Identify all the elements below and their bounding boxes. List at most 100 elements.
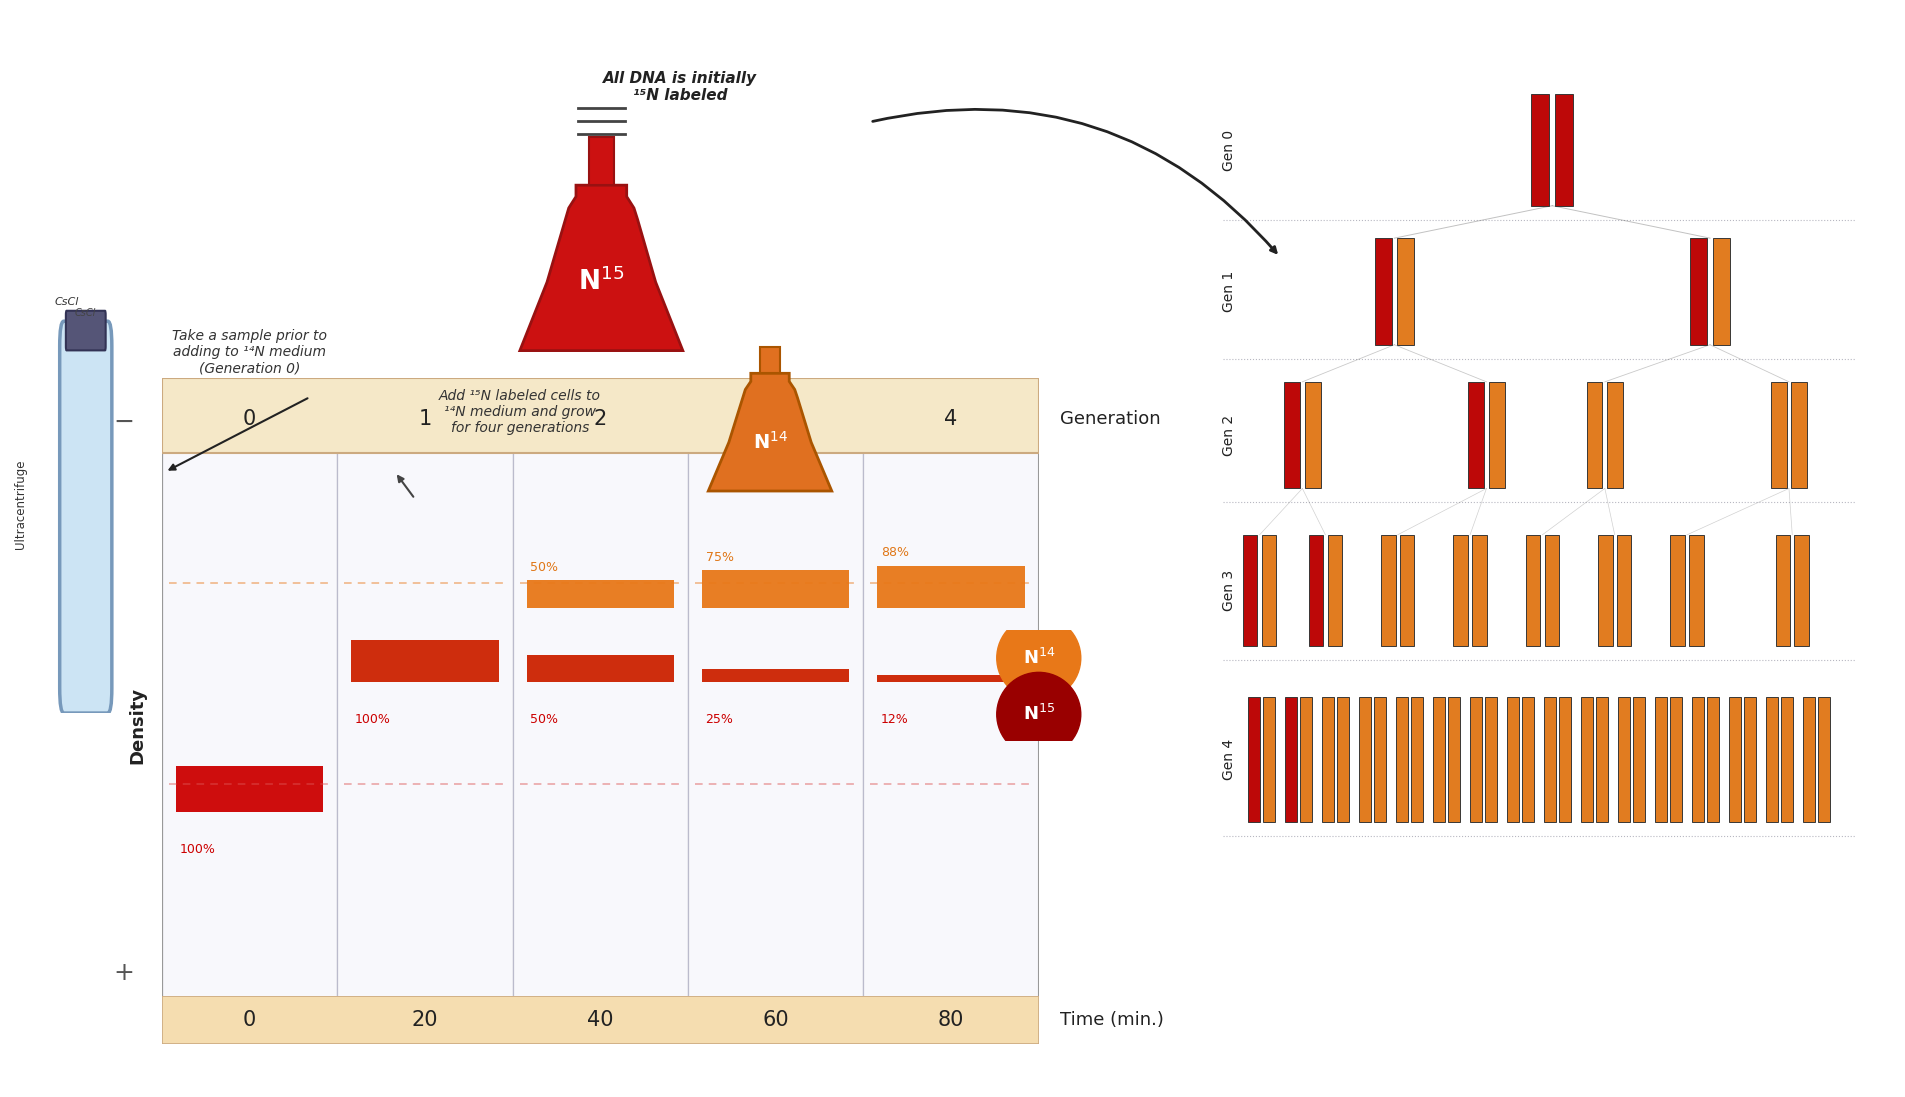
Bar bbox=[1522, 697, 1534, 822]
Bar bbox=[1299, 697, 1313, 822]
Text: Take a sample prior to
adding to ¹⁴N medium
(Generation 0): Take a sample prior to adding to ¹⁴N med… bbox=[173, 329, 328, 375]
Bar bbox=[1261, 535, 1276, 646]
Bar bbox=[1242, 535, 1257, 646]
Bar bbox=[1770, 382, 1785, 488]
Bar bbox=[1337, 697, 1349, 822]
Bar bbox=[1654, 697, 1665, 822]
FancyBboxPatch shape bbox=[512, 378, 688, 998]
Bar bbox=[1488, 382, 1503, 488]
Bar bbox=[1707, 697, 1718, 822]
Text: All DNA is initially
¹⁵N labeled: All DNA is initially ¹⁵N labeled bbox=[602, 71, 756, 103]
Bar bbox=[175, 766, 324, 813]
Bar bbox=[1507, 697, 1518, 822]
Bar bbox=[1817, 697, 1829, 822]
Bar bbox=[876, 566, 1025, 608]
Bar bbox=[876, 676, 1025, 682]
Bar bbox=[1781, 697, 1793, 822]
Bar bbox=[1381, 535, 1394, 646]
Text: 100%: 100% bbox=[179, 844, 215, 857]
Text: 60: 60 bbox=[762, 1010, 789, 1030]
Circle shape bbox=[996, 617, 1080, 700]
Text: 50%: 50% bbox=[530, 562, 558, 574]
Bar bbox=[1558, 697, 1570, 822]
FancyBboxPatch shape bbox=[162, 378, 1038, 453]
Bar bbox=[526, 580, 674, 608]
Text: 88%: 88% bbox=[880, 546, 909, 559]
Bar bbox=[526, 655, 674, 682]
Bar bbox=[1328, 535, 1341, 646]
Bar bbox=[1743, 697, 1755, 822]
Bar bbox=[1791, 382, 1806, 488]
Text: Gen 0: Gen 0 bbox=[1221, 129, 1234, 171]
Text: Gen 3: Gen 3 bbox=[1221, 569, 1234, 611]
Text: +: + bbox=[112, 961, 133, 985]
Text: 25%: 25% bbox=[705, 713, 733, 726]
Text: 0: 0 bbox=[244, 1010, 255, 1030]
Bar bbox=[1543, 697, 1554, 822]
Bar bbox=[1713, 238, 1730, 344]
Bar bbox=[1374, 697, 1385, 822]
Bar bbox=[1454, 535, 1467, 646]
Bar bbox=[1688, 535, 1703, 646]
Text: N$^{15}$: N$^{15}$ bbox=[1023, 704, 1053, 724]
FancyBboxPatch shape bbox=[162, 996, 1038, 1044]
Bar bbox=[1394, 697, 1408, 822]
Text: −: − bbox=[112, 410, 133, 433]
Bar bbox=[1633, 697, 1644, 822]
Bar bbox=[1669, 535, 1684, 646]
FancyBboxPatch shape bbox=[863, 378, 1038, 998]
Bar bbox=[1433, 697, 1444, 822]
Bar bbox=[1596, 535, 1612, 646]
Bar bbox=[1606, 382, 1623, 488]
Text: 75%: 75% bbox=[705, 551, 733, 564]
Bar bbox=[1448, 697, 1459, 822]
Text: 2: 2 bbox=[594, 409, 606, 429]
Bar bbox=[1579, 697, 1593, 822]
Text: 80: 80 bbox=[937, 1010, 964, 1030]
Bar bbox=[1248, 697, 1259, 822]
Text: 3: 3 bbox=[770, 409, 781, 429]
Bar bbox=[760, 347, 779, 373]
Text: Gen 4: Gen 4 bbox=[1221, 739, 1234, 780]
Bar bbox=[1284, 697, 1295, 822]
Bar bbox=[1467, 382, 1484, 488]
FancyBboxPatch shape bbox=[59, 321, 112, 713]
FancyBboxPatch shape bbox=[162, 378, 337, 998]
Text: 50%: 50% bbox=[530, 713, 558, 726]
Circle shape bbox=[996, 672, 1080, 756]
Text: 1: 1 bbox=[419, 409, 431, 429]
Polygon shape bbox=[520, 185, 682, 351]
Text: N$^{14}$: N$^{14}$ bbox=[1021, 648, 1055, 668]
Bar bbox=[1669, 697, 1682, 822]
Bar bbox=[1728, 697, 1739, 822]
Text: 20: 20 bbox=[411, 1010, 438, 1030]
Text: 12%: 12% bbox=[880, 713, 909, 726]
Text: N$^{14}$: N$^{14}$ bbox=[752, 431, 787, 453]
Bar bbox=[1398, 535, 1414, 646]
Bar bbox=[1596, 697, 1608, 822]
Bar bbox=[1322, 697, 1334, 822]
Text: 40: 40 bbox=[587, 1010, 613, 1030]
Bar bbox=[1471, 535, 1486, 646]
Polygon shape bbox=[709, 373, 831, 491]
Text: Gen 1: Gen 1 bbox=[1221, 271, 1234, 312]
Bar bbox=[701, 569, 850, 608]
Text: Generation: Generation bbox=[1059, 410, 1160, 428]
Text: N$^{15}$: N$^{15}$ bbox=[577, 268, 625, 296]
Text: 100%: 100% bbox=[354, 713, 391, 726]
Bar bbox=[1554, 94, 1574, 206]
Text: Add ¹⁵N labeled cells to
¹⁴N medium and grow
for four generations: Add ¹⁵N labeled cells to ¹⁴N medium and … bbox=[438, 388, 600, 436]
Bar bbox=[1617, 697, 1629, 822]
Bar bbox=[1484, 697, 1497, 822]
Text: CsCl: CsCl bbox=[55, 297, 80, 307]
Bar bbox=[1793, 535, 1808, 646]
Bar bbox=[1530, 94, 1549, 206]
Bar bbox=[1543, 535, 1558, 646]
Text: Density: Density bbox=[128, 687, 147, 765]
Bar bbox=[1524, 535, 1539, 646]
Bar bbox=[1585, 382, 1602, 488]
Bar bbox=[701, 669, 850, 682]
Text: 4: 4 bbox=[945, 409, 956, 429]
Bar bbox=[1690, 238, 1707, 344]
Text: 0: 0 bbox=[244, 409, 255, 429]
